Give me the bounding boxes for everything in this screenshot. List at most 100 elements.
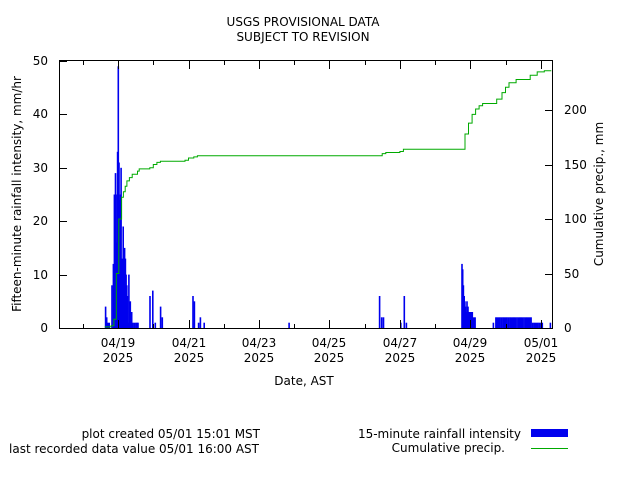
y-tick-label: 10: [32, 268, 48, 282]
intensity-bar: [382, 317, 385, 328]
intensity-bar: [152, 290, 154, 328]
intensity-bar: [197, 322, 200, 328]
intensity-bar: [526, 317, 528, 328]
intensity-bar: [154, 322, 157, 328]
intensity-bar: [128, 274, 130, 328]
intensity-bar: [470, 312, 472, 328]
intensity-bar: [516, 317, 518, 328]
intensity-bar: [136, 322, 138, 328]
intensity-bar: [527, 317, 530, 328]
intensity-bar: [199, 317, 202, 328]
intensity-bar: [538, 322, 541, 328]
intensity-bar: [126, 296, 129, 328]
intensity-bar: [474, 317, 476, 328]
intensity-bar: [504, 317, 507, 328]
intensity-bar: [523, 317, 525, 328]
chart-title: USGS PROVISIONAL DATA: [226, 15, 380, 29]
x-tick-year: 2025: [454, 351, 486, 365]
intensity-bar: [132, 322, 134, 328]
intensity-bar: [122, 226, 124, 328]
intensity-bar: [133, 322, 136, 328]
y2-tick-label: 100: [564, 212, 587, 226]
legend-label-cumulative: Cumulative precip.: [391, 441, 505, 455]
intensity-bar: [496, 317, 499, 328]
intensity-bar: [130, 312, 133, 328]
intensity-bar: [506, 317, 508, 328]
chart-subtitle: SUBJECT TO REVISION: [236, 30, 370, 44]
y2-tick-label: 150: [564, 158, 587, 172]
intensity-bar: [120, 167, 122, 328]
intensity-bar: [161, 317, 164, 328]
intensity-bar: [521, 317, 524, 328]
intensity-bar: [135, 322, 137, 328]
intensity-bar: [472, 317, 475, 328]
intensity-bar: [524, 317, 527, 328]
intensity-bar: [193, 301, 196, 328]
y-tick-label: 20: [32, 214, 48, 228]
x-tick-label: 04/19: [100, 336, 136, 350]
intensity-bar: [534, 322, 537, 328]
plot-created-text: plot created 05/01 15:01 MST: [81, 427, 260, 441]
intensity-bar: [497, 317, 500, 328]
intensity-bar: [535, 322, 538, 328]
intensity-bar: [549, 322, 552, 328]
x-tick-label: 04/25: [311, 336, 347, 350]
intensity-bar: [106, 322, 109, 328]
intensity-bar: [203, 322, 205, 328]
x-tick-year: 2025: [384, 351, 416, 365]
intensity-bar: [471, 312, 474, 328]
intensity-bar: [503, 317, 506, 328]
x-tick-label: 04/23: [241, 336, 277, 350]
intensity-bar: [112, 263, 115, 328]
y2-tick-label: 200: [564, 103, 587, 117]
intensity-bar: [159, 306, 162, 328]
x-tick-year: 2025: [173, 351, 205, 365]
legend-bar-swatch: [531, 429, 568, 437]
x-tick-label: 04/27: [382, 336, 418, 350]
last-value-text: last recorded data value 05/01 16:00 AST: [9, 442, 259, 456]
intensity-bar: [380, 317, 383, 328]
x-tick-label: 04/29: [452, 336, 488, 350]
intensity-bar: [507, 317, 510, 328]
intensity-bar: [517, 317, 520, 328]
intensity-bar: [129, 301, 132, 328]
y-tick-label: 50: [32, 54, 48, 68]
intensity-bar: [500, 317, 503, 328]
intensity-bar: [519, 317, 521, 328]
x-tick-label: 05/01: [523, 336, 559, 350]
intensity-bar: [192, 296, 194, 328]
intensity-bar: [533, 322, 535, 328]
axis-ticks: [60, 61, 552, 329]
intensity-bar: [113, 194, 116, 328]
intensity-bar: [513, 317, 515, 328]
intensity-bar: [468, 312, 470, 328]
intensity-bar: [540, 322, 542, 328]
intensity-bar: [403, 296, 406, 328]
intensity-bar: [537, 322, 539, 328]
intensity-bar: [149, 296, 151, 328]
intensity-bar: [541, 322, 544, 328]
intensity-bar: [137, 322, 139, 328]
x-tick-year: 2025: [102, 351, 134, 365]
intensity-bar: [492, 322, 495, 328]
intensity-bar: [510, 317, 513, 328]
y-axis-label: Fifteen-minute rainfall intensity, mm/hr: [10, 76, 24, 312]
y2-axis-label: Cumulative precip., mm: [592, 121, 606, 267]
intensity-bar: [111, 285, 113, 328]
x-tick-year: 2025: [313, 351, 345, 365]
y2-tick-label: 0: [564, 321, 572, 335]
intensity-bar: [467, 306, 469, 328]
intensity-bar: [528, 317, 531, 328]
intensity-bar: [502, 317, 504, 328]
intensity-bar: [108, 322, 110, 328]
intensity-bar: [495, 317, 497, 328]
intensity-bar: [531, 322, 534, 328]
intensity-bar: [378, 296, 381, 328]
legend-label-intensity: 15-minute rainfall intensity: [357, 427, 521, 441]
x-tick-year: 2025: [243, 351, 275, 365]
intensity-bar: [512, 317, 514, 328]
x-tick-year: 2025: [525, 351, 557, 365]
x-axis-label: Date, AST: [274, 374, 334, 388]
intensity-bar: [466, 301, 468, 328]
